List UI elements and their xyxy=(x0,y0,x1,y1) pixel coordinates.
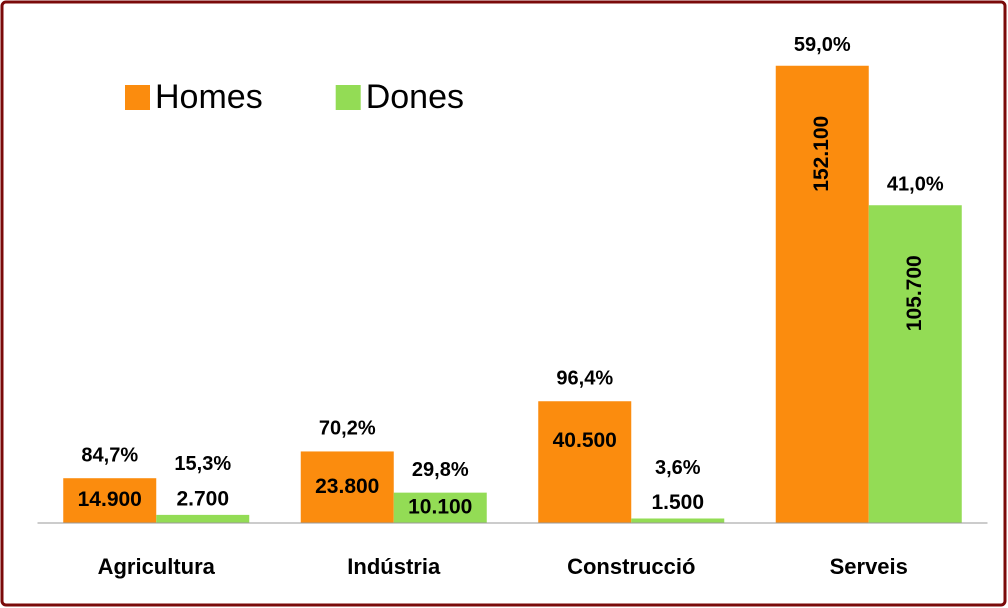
legend-swatch xyxy=(125,85,150,110)
x-tick-label: Agricultura xyxy=(98,554,216,579)
value-label: 40.500 xyxy=(553,429,617,452)
value-label: 105.700 xyxy=(903,255,926,331)
bar xyxy=(300,451,394,523)
legend-label: Dones xyxy=(366,78,464,116)
share-label: 70,2% xyxy=(319,418,376,440)
bar xyxy=(156,514,250,523)
legend-swatch xyxy=(335,85,361,110)
value-label: 14.900 xyxy=(78,488,142,511)
bar xyxy=(393,492,487,523)
x-tick-label: Construcció xyxy=(567,554,695,579)
share-label: 15,3% xyxy=(174,453,231,475)
bar xyxy=(775,65,869,523)
legend-label: Homes xyxy=(155,78,263,116)
bar xyxy=(631,518,725,523)
x-tick-label: Serveis xyxy=(830,554,908,579)
share-label: 29,8% xyxy=(412,459,469,481)
value-label: 23.800 xyxy=(315,475,379,498)
bar xyxy=(63,478,157,523)
bar xyxy=(868,205,962,523)
x-tick-label: Indústria xyxy=(347,554,441,579)
value-label: 10.100 xyxy=(408,495,472,518)
share-label: 96,4% xyxy=(556,368,613,390)
value-label: 2.700 xyxy=(176,487,229,510)
share-label: 3,6% xyxy=(655,457,701,479)
value-label: 152.100 xyxy=(810,116,833,192)
bar xyxy=(538,401,632,523)
value-label: 1.500 xyxy=(651,491,704,514)
share-label: 59,0% xyxy=(794,34,851,56)
share-label: 41,0% xyxy=(887,174,944,196)
share-label: 84,7% xyxy=(81,444,138,466)
